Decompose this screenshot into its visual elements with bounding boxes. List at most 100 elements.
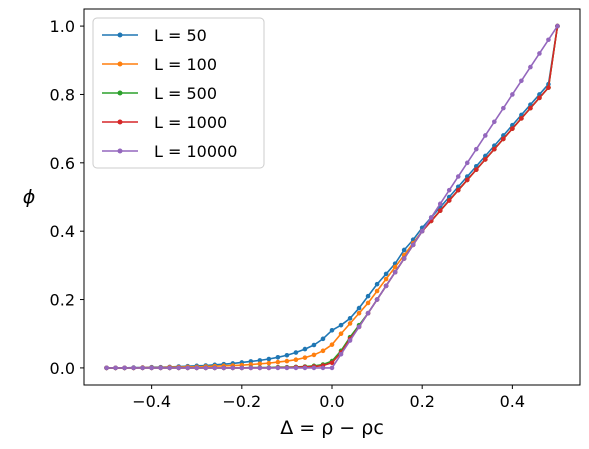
data-point <box>383 276 389 282</box>
data-point <box>374 297 380 302</box>
data-point <box>446 187 452 193</box>
data-point <box>338 331 344 337</box>
data-point <box>239 365 245 371</box>
data-point <box>519 78 524 84</box>
legend-entry: L = 10000 <box>102 142 237 161</box>
data-point <box>320 348 326 354</box>
data-point <box>365 310 371 316</box>
data-point <box>419 228 425 234</box>
data-point <box>212 365 218 371</box>
data-point <box>329 342 335 347</box>
legend-marker <box>117 32 123 38</box>
data-point <box>365 300 371 306</box>
data-point <box>510 92 515 97</box>
data-point <box>149 365 154 371</box>
data-point <box>356 305 362 311</box>
legend-label: L = 1000 <box>154 113 227 132</box>
data-point <box>203 365 209 371</box>
x-axis-ticks: −0.4 −0.2 0.0 0.2 0.4 <box>132 385 525 411</box>
data-point <box>275 365 281 371</box>
data-point <box>266 360 272 366</box>
legend-label: L = 50 <box>154 26 207 45</box>
data-point <box>347 316 353 321</box>
data-point <box>374 281 380 287</box>
data-point <box>284 365 290 371</box>
data-point <box>302 355 308 360</box>
legend-entry: L = 1000 <box>102 113 227 132</box>
data-point <box>320 365 326 371</box>
data-point <box>347 321 353 326</box>
data-point <box>113 365 118 371</box>
data-point <box>104 365 109 371</box>
data-point <box>338 351 344 357</box>
data-point <box>401 247 407 253</box>
legend-marker <box>117 119 123 125</box>
data-point <box>257 358 263 363</box>
data-point <box>455 174 461 179</box>
data-point <box>492 146 497 152</box>
data-point <box>537 95 542 101</box>
y-tick-label: 0.0 <box>50 359 75 378</box>
data-point <box>401 256 407 261</box>
legend-label: L = 500 <box>154 84 217 103</box>
data-point <box>266 365 272 371</box>
data-point <box>473 146 479 152</box>
data-point <box>546 85 551 90</box>
x-tick-label: 0.0 <box>319 392 344 411</box>
y-axis-label: ϕ <box>23 186 36 208</box>
data-point <box>329 360 335 366</box>
legend-label: L = 100 <box>154 55 217 74</box>
legend-entry: L = 50 <box>102 26 207 45</box>
legend-box <box>92 17 265 169</box>
x-tick-label: −0.2 <box>222 392 261 411</box>
data-point <box>392 264 398 270</box>
data-point <box>275 359 281 365</box>
data-point <box>248 365 254 371</box>
data-point <box>501 136 506 142</box>
data-point <box>510 126 515 131</box>
y-tick-label: 0.6 <box>50 154 75 173</box>
data-point <box>356 324 362 330</box>
data-point <box>356 310 362 316</box>
data-point <box>320 336 326 342</box>
legend-entry: L = 500 <box>102 84 217 103</box>
data-point <box>555 23 560 29</box>
data-point <box>221 365 227 371</box>
data-point <box>311 342 317 348</box>
data-point <box>131 365 136 371</box>
data-point <box>528 105 533 111</box>
data-point <box>428 215 434 220</box>
x-tick-label: 0.4 <box>500 392 525 411</box>
data-point <box>302 365 308 371</box>
legend-label: L = 10000 <box>154 142 237 161</box>
y-axis-ticks: 0.0 0.2 0.4 0.6 0.8 1.0 <box>50 17 84 378</box>
x-tick-label: 0.2 <box>409 392 434 411</box>
x-axis-label: Δ = ρ − ρc <box>280 417 384 439</box>
data-point <box>383 271 389 277</box>
data-point <box>528 64 533 70</box>
legend-marker <box>117 148 123 154</box>
data-point <box>284 352 290 358</box>
y-tick-label: 0.4 <box>50 222 75 241</box>
data-point <box>293 357 299 363</box>
legend-entry: L = 100 <box>102 55 217 74</box>
y-tick-label: 1.0 <box>50 17 75 36</box>
data-point <box>293 365 299 371</box>
data-point <box>194 365 200 371</box>
data-point <box>338 322 344 328</box>
data-point <box>483 157 488 162</box>
data-point <box>257 361 263 367</box>
data-point <box>230 365 236 371</box>
data-point <box>275 355 281 360</box>
legend-marker <box>117 61 123 67</box>
data-point <box>158 365 163 371</box>
data-point <box>392 269 398 275</box>
data-point <box>329 328 335 333</box>
data-point <box>437 201 443 207</box>
data-point <box>546 37 551 43</box>
series-layer <box>104 23 560 371</box>
data-point <box>329 365 335 371</box>
series-5 <box>104 23 560 371</box>
